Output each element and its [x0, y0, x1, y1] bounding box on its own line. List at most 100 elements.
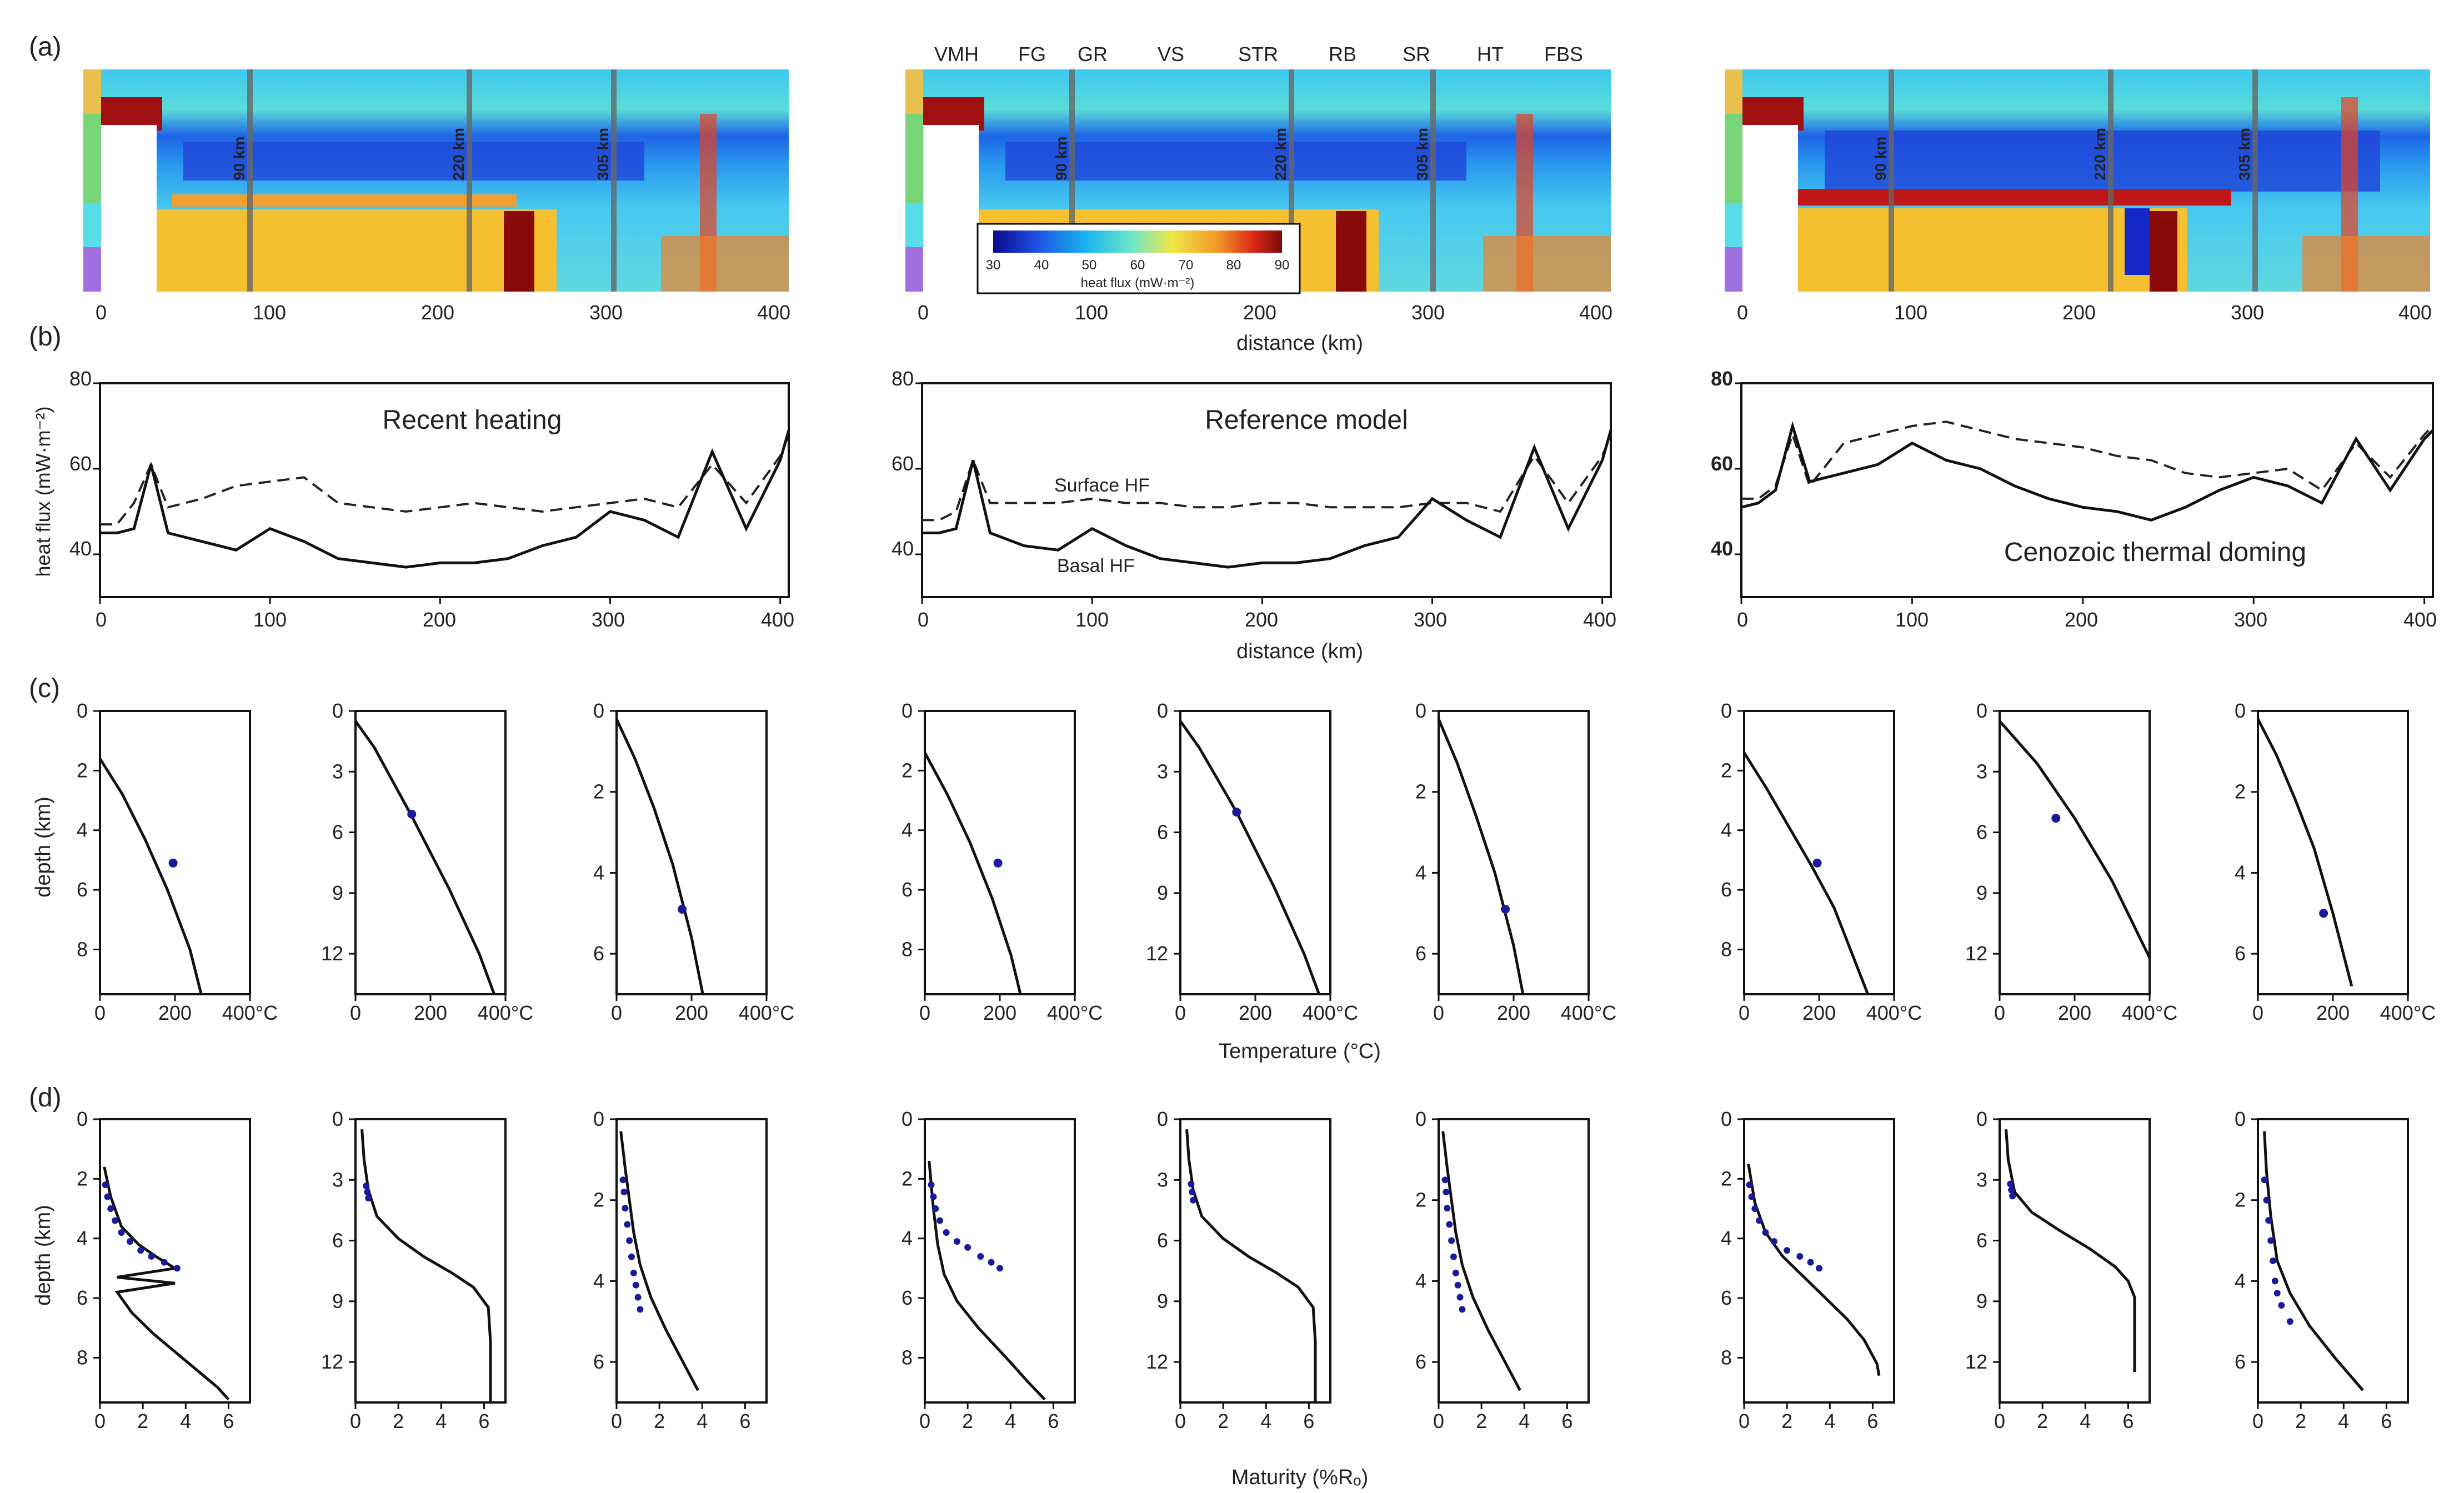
maturity-ylabel: depth (km): [32, 1205, 55, 1306]
y-tick: 8: [77, 938, 88, 960]
surface-hf-line: [922, 434, 1612, 522]
section-right: 90 km 220 km 305 km: [1725, 69, 2430, 292]
x-tick: 4: [2338, 1410, 2349, 1432]
x-tick: 200: [2058, 1001, 2091, 1024]
x-tick: 2: [1476, 1410, 1487, 1432]
maturity-profile-plot: 0 2 4 6 8 0 2 4 6: [902, 1108, 1076, 1432]
data-point: [988, 1259, 995, 1266]
strat-column: [1725, 247, 1742, 292]
marker-label: 220 km: [2091, 128, 2109, 181]
plot-frame: [99, 1118, 251, 1404]
x-tick: 0: [918, 608, 929, 631]
data-point: [363, 1183, 370, 1190]
data-point: [928, 1181, 935, 1189]
x-tick: 300: [592, 608, 625, 631]
data-point: [137, 1247, 144, 1254]
data-point: [1807, 1259, 1814, 1266]
heatflux-plot-reference: Reference model Surface HF Basal HF 40 6…: [892, 367, 1616, 663]
x-tick: 300: [589, 301, 623, 324]
x-tick: 200: [1239, 1001, 1272, 1024]
data-point: [1746, 1181, 1753, 1189]
temperature-xlabel: Temperature (°C): [1219, 1040, 1381, 1063]
x-tick: 400°C: [222, 1001, 278, 1024]
data-point: [678, 905, 687, 914]
colorbar-tick: 30: [986, 258, 1001, 273]
y-tick: 2: [77, 759, 88, 781]
x-tick: 400°C: [1047, 1001, 1103, 1024]
y-tick: 9: [332, 1290, 343, 1312]
plot-frame: [924, 710, 1076, 995]
model-curve: [1742, 751, 1870, 995]
y-tick: 9: [1976, 1290, 1987, 1312]
marker-label: 90 km: [231, 137, 248, 181]
x-tick: 4: [435, 1410, 447, 1432]
model-curve: [2256, 718, 2353, 987]
y-tick: 0: [1976, 1108, 1987, 1130]
data-point: [173, 1265, 181, 1272]
x-tick: 4: [697, 1410, 708, 1432]
data-point: [936, 1217, 943, 1224]
y-tick: 4: [77, 1227, 88, 1250]
data-point: [1771, 1238, 1777, 1245]
plot-frame: [921, 382, 1612, 598]
y-tick: 6: [332, 821, 343, 844]
x-tick: 100: [1895, 608, 1929, 631]
hot-zone: [1483, 236, 1611, 292]
y-tick: 6: [593, 942, 604, 965]
strat-column: [83, 69, 101, 114]
model-curve: [1185, 1129, 1317, 1402]
section-x-ticks: 0 100 200 300 400 0 100 200 300 400 0 10…: [96, 301, 2432, 324]
y-tick: 40: [69, 537, 92, 560]
plot-frame: [1179, 1118, 1331, 1404]
x-tick: 0: [1175, 1001, 1186, 1024]
y-tick: 4: [1721, 819, 1732, 841]
x-tick: 300: [2231, 301, 2264, 324]
y-tick: 6: [1721, 1286, 1732, 1309]
data-point: [628, 1253, 635, 1260]
y-tick: 0: [332, 699, 343, 722]
data-point: [977, 1252, 984, 1260]
data-point: [1501, 905, 1510, 914]
x-tick: 4: [180, 1410, 191, 1432]
station-label: FBS: [1544, 43, 1583, 66]
basal-hf-line: [100, 430, 790, 569]
y-tick: 4: [902, 1227, 913, 1250]
section-left: 90 km 220 km 305 km: [83, 69, 789, 292]
plot-frame: [1438, 1118, 1590, 1404]
y-tick: 0: [77, 1108, 88, 1130]
data-point: [2261, 1176, 2268, 1184]
x-tick: 2: [393, 1410, 404, 1432]
x-tick: 100: [1075, 608, 1109, 631]
plot-frame: [99, 382, 790, 598]
x-tick: 0: [1737, 301, 1748, 324]
strat-column: [905, 247, 923, 292]
colorbar-tick: 40: [1034, 258, 1049, 273]
y-tick: 4: [2235, 1269, 2246, 1292]
heatflux-plot-recent: Recent heating heat flux (mW·m⁻²) 40 60 …: [32, 367, 794, 631]
hot-zone: [2302, 236, 2430, 292]
x-tick: 2: [2295, 1410, 2306, 1432]
y-tick: 80: [69, 367, 92, 390]
x-tick: 0: [611, 1410, 622, 1432]
data-point: [1450, 1253, 1457, 1260]
data-point: [2270, 1257, 2276, 1264]
station-label: SR: [1403, 43, 1430, 66]
y-tick: 6: [1415, 1350, 1426, 1373]
y-tick: 80: [1711, 367, 1733, 390]
y-tick: 6: [332, 1229, 343, 1252]
x-tick: 400: [757, 301, 790, 324]
plot-frame: [99, 710, 251, 995]
y-tick: 4: [1415, 1269, 1426, 1292]
hot-block: [2150, 211, 2177, 292]
x-tick: 2: [1781, 1410, 1792, 1432]
data-point: [148, 1252, 155, 1260]
y-tick: 6: [77, 1286, 88, 1309]
hot-band: [1798, 189, 2231, 206]
y-tick: 60: [892, 452, 914, 475]
y-tick: 9: [1157, 881, 1168, 904]
data-point: [632, 1281, 639, 1289]
data-point: [993, 858, 1003, 868]
plot-frame: [2257, 710, 2409, 995]
colorbar-tick: 50: [1082, 258, 1097, 273]
